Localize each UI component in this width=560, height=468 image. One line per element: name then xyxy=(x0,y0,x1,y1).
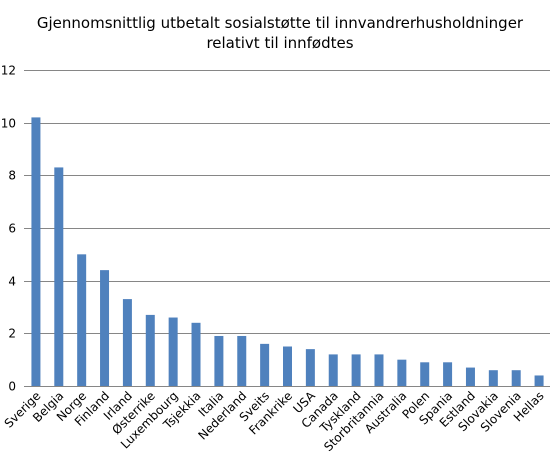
bar-13 xyxy=(328,354,338,386)
bar-7 xyxy=(191,322,201,386)
y-tick-label: 10 xyxy=(1,117,16,131)
bar-20 xyxy=(488,370,498,386)
y-tick-label: 2 xyxy=(8,327,16,341)
bars xyxy=(31,117,544,387)
bar-12 xyxy=(305,349,315,386)
bar-8 xyxy=(214,335,224,386)
y-axis-ticks: 0 2 4 6 8 10 12 xyxy=(1,64,16,394)
y-tick-label: 6 xyxy=(8,222,16,236)
bar-3 xyxy=(100,270,110,386)
bar-2 xyxy=(77,254,87,386)
bar-19 xyxy=(465,367,475,386)
bar-11 xyxy=(283,346,292,386)
bar-14 xyxy=(351,354,361,386)
bar-9 xyxy=(237,335,247,386)
y-tick-label: 0 xyxy=(8,380,16,394)
y-tick-label: 8 xyxy=(8,169,16,183)
bar-6 xyxy=(168,317,178,386)
chart-title-line-2: relativt til innfødtes xyxy=(206,34,354,52)
bar-17 xyxy=(420,362,430,386)
bar-10 xyxy=(260,343,270,386)
chart-title: Gjennomsnittlig utbetalt sosialstøtte ti… xyxy=(0,13,560,53)
gridlines xyxy=(24,70,550,387)
bar-0 xyxy=(31,117,41,387)
y-tick-label: 12 xyxy=(1,64,16,78)
bar-21 xyxy=(511,370,521,386)
bar-1 xyxy=(54,167,64,386)
bar-15 xyxy=(374,354,384,386)
bar-16 xyxy=(397,359,407,386)
bar-22 xyxy=(534,375,544,386)
bar-18 xyxy=(443,362,453,386)
x-axis-labels: SverigeBelgiaNorgeFinlandIrlandØsterrike… xyxy=(2,388,547,454)
bar-5 xyxy=(145,314,155,386)
y-tick-label: 4 xyxy=(8,275,16,289)
chart-title-line-1: Gjennomsnittlig utbetalt sosialstøtte ti… xyxy=(36,14,524,32)
bar-4 xyxy=(122,299,132,386)
